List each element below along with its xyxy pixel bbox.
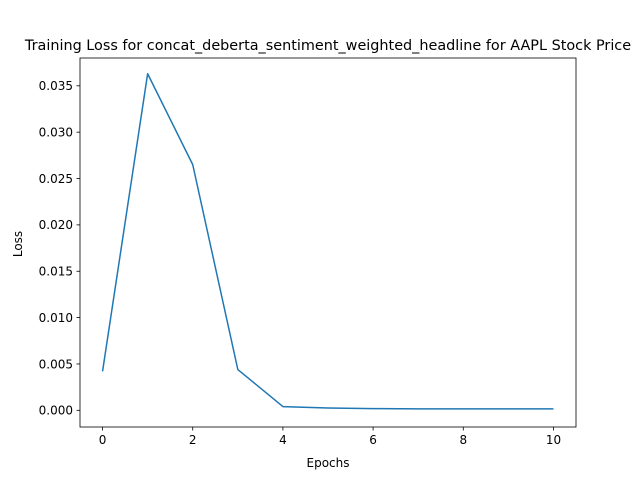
y-tick-label: 0.015 (39, 265, 73, 279)
y-tick-label: 0.030 (39, 125, 73, 139)
y-tick-label: 0.025 (39, 172, 73, 186)
x-tick-label: 2 (189, 433, 197, 447)
x-tick-label: 0 (99, 433, 107, 447)
y-axis-label: Loss (11, 231, 25, 257)
y-tick-label: 0.000 (39, 404, 73, 418)
chart-title: Training Loss for concat_deberta_sentime… (24, 38, 631, 54)
x-axis-label: Epochs (307, 456, 350, 470)
x-tick-label: 8 (459, 433, 467, 447)
series-line-0 (101, 73, 554, 410)
y-tick-label: 0.020 (39, 218, 73, 232)
y-tick-label: 0.005 (39, 357, 73, 371)
x-tick-label: 4 (279, 433, 287, 447)
plot-frame (79, 57, 577, 428)
y-tick-label: 0.035 (39, 79, 73, 93)
x-tick-label: 6 (369, 433, 377, 447)
x-tick-label: 10 (546, 433, 561, 447)
y-tick-label: 0.010 (39, 311, 73, 325)
